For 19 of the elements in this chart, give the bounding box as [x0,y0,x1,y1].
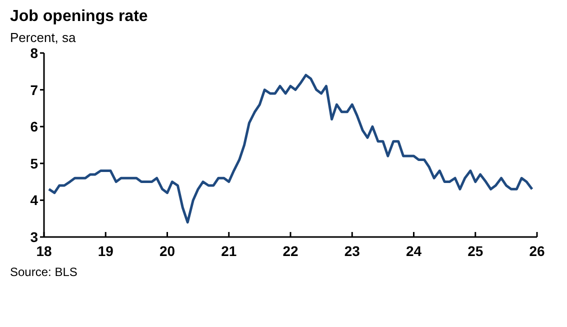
y-tick-label: 6 [30,118,38,135]
x-tick-label: 18 [36,242,52,259]
x-tick-label: 26 [529,242,545,259]
source-note: Source: BLS [10,265,78,279]
chart-subtitle: Percent, sa [10,30,77,45]
x-tick-label: 21 [221,242,237,259]
x-tick-label: 22 [282,242,298,259]
x-tick-label: 19 [98,242,114,259]
y-tick-label: 3 [30,228,38,245]
y-tick-label: 8 [30,44,38,61]
y-tick-label: 7 [30,82,38,98]
y-tick-label: 4 [30,192,38,208]
x-tick-label: 24 [406,242,422,259]
y-tick-label: 5 [30,155,38,172]
chart-title: Job openings rate [10,8,149,26]
x-tick-label: 20 [159,242,176,259]
x-tick-label: 23 [344,242,360,259]
x-tick-label: 25 [468,242,484,259]
line-series [48,74,534,224]
